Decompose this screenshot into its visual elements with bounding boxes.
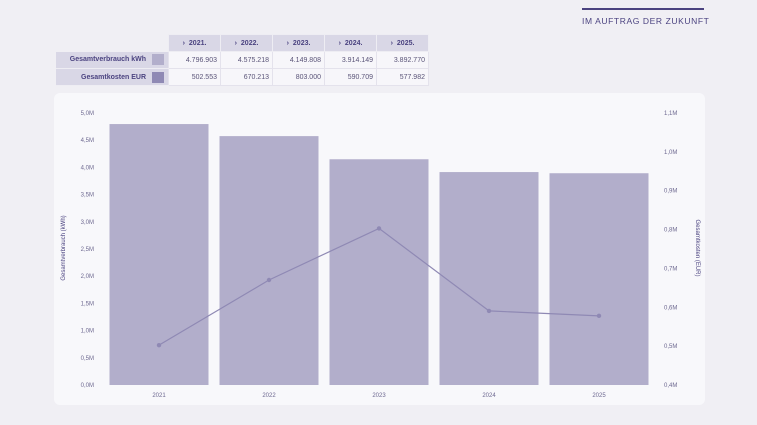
y-tick-label: 4,0M — [81, 165, 94, 171]
line-point[interactable] — [376, 226, 382, 231]
y-tick-label: 1,0M — [81, 329, 94, 335]
year-label: 2024. — [344, 39, 363, 47]
year-header[interactable]: › 2022. — [220, 34, 273, 52]
y2-tick-label: 1,0M — [664, 150, 677, 156]
chevron-right-icon: › — [234, 39, 237, 47]
chevron-right-icon: › — [338, 39, 341, 47]
table-cell: 3.914.149 — [324, 51, 377, 69]
table-cell: 4.149.808 — [272, 51, 325, 69]
y2-tick-label: 0,8M — [664, 228, 677, 234]
y-tick-label: 2,0M — [81, 274, 94, 280]
y-tick-label: 0,5M — [81, 356, 94, 362]
line-point[interactable] — [486, 308, 492, 314]
bar[interactable] — [549, 173, 649, 385]
x-tick-label: 2025 — [592, 393, 606, 399]
y2-tick-label: 0,4M — [664, 383, 677, 389]
y2-tick-label: 1,1M — [664, 111, 677, 117]
chart-card: Gesamtverbrauch (kWh) Gesamtkosten (EUR)… — [54, 93, 705, 405]
y-axis-title: Gesamtverbrauch (kWh) — [61, 215, 67, 280]
table-cell: 4.796.903 — [168, 51, 221, 69]
row-label: Gesamtverbrauch kWh — [56, 51, 150, 69]
line-group — [156, 226, 602, 348]
table-row: Gesamtkosten EUR 502.553 670.213 803.000… — [56, 68, 429, 86]
x-tick-label: 2022 — [262, 393, 276, 399]
line-point[interactable] — [266, 277, 272, 283]
bar-group — [109, 124, 649, 386]
summary-table: › 2021. › 2022. › 2023. › 2024. › 2025. Gesam… — [56, 34, 429, 86]
line-point[interactable] — [596, 313, 602, 319]
row-label: Gesamtkosten EUR — [56, 68, 150, 86]
table-cell: 577.982 — [376, 68, 429, 86]
swatch-cost — [152, 71, 164, 83]
year-header[interactable]: › 2025. — [376, 34, 429, 52]
table-cell: 670.213 — [220, 68, 273, 86]
y-tick-label: 2,5M — [81, 247, 94, 253]
chevron-right-icon: › — [390, 39, 393, 47]
combo-chart: Gesamtverbrauch (kWh) Gesamtkosten (EUR)… — [61, 111, 700, 399]
year-header[interactable]: › 2021. — [168, 34, 221, 52]
x-tick-label: 2023 — [372, 393, 386, 399]
year-header[interactable]: › 2024. — [324, 34, 377, 52]
y2-tick-label: 0,9M — [664, 189, 677, 195]
chevron-right-icon: › — [286, 39, 289, 47]
summary-header-blank — [56, 35, 169, 52]
x-axis: 2021 2022 2023 2024 2025 — [152, 393, 606, 399]
year-label: 2021. — [188, 39, 207, 47]
y2-tick-label: 0,5M — [664, 344, 677, 350]
brand-tagline: IM AUFTRAG DER ZUKUNFT — [582, 8, 709, 26]
year-label: 2022. — [240, 39, 259, 47]
x-tick-label: 2021 — [152, 393, 166, 399]
y-tick-label: 3,5M — [81, 193, 94, 199]
y-tick-label: 5,0M — [81, 111, 94, 117]
line-point[interactable] — [156, 342, 162, 348]
y2-axis-title: Gesamtkosten (EUR) — [694, 219, 700, 276]
year-label: 2025. — [396, 39, 415, 47]
table-cell: 590.709 — [324, 68, 377, 86]
table-cell: 502.553 — [168, 68, 221, 86]
row-swatch-cell — [150, 51, 169, 69]
table-cell: 803.000 — [272, 68, 325, 86]
y-tick-label: 3,0M — [81, 220, 94, 226]
summary-header-row: › 2021. › 2022. › 2023. › 2024. › 2025. — [56, 34, 429, 52]
y2-axis: 0,4M 0,5M 0,6M 0,7M 0,8M 0,9M 1,0M 1,1M — [664, 111, 677, 389]
table-cell: 4.575.218 — [220, 51, 273, 69]
year-header[interactable]: › 2023. — [272, 34, 325, 52]
x-tick-label: 2024 — [482, 393, 496, 399]
y2-tick-label: 0,6M — [664, 305, 677, 311]
row-swatch-cell — [150, 68, 169, 86]
chevron-right-icon: › — [182, 39, 185, 47]
bar[interactable] — [109, 124, 209, 386]
bar[interactable] — [329, 159, 429, 385]
bar[interactable] — [219, 136, 319, 385]
y-tick-label: 0,0M — [81, 383, 94, 389]
y-tick-label: 1,5M — [81, 301, 94, 307]
table-row: Gesamtverbrauch kWh 4.796.903 4.575.218 … — [56, 51, 429, 69]
y2-tick-label: 0,7M — [664, 266, 677, 272]
table-cell: 3.892.770 — [376, 51, 429, 69]
y-tick-label: 4,5M — [81, 138, 94, 144]
y-axis: 0,0M 0,5M 1,0M 1,5M 2,0M 2,5M 3,0M 3,5M 4,0M 4,5M… — [81, 111, 94, 389]
swatch-consumption — [152, 54, 164, 66]
bar[interactable] — [439, 172, 539, 385]
year-label: 2023. — [292, 39, 311, 47]
